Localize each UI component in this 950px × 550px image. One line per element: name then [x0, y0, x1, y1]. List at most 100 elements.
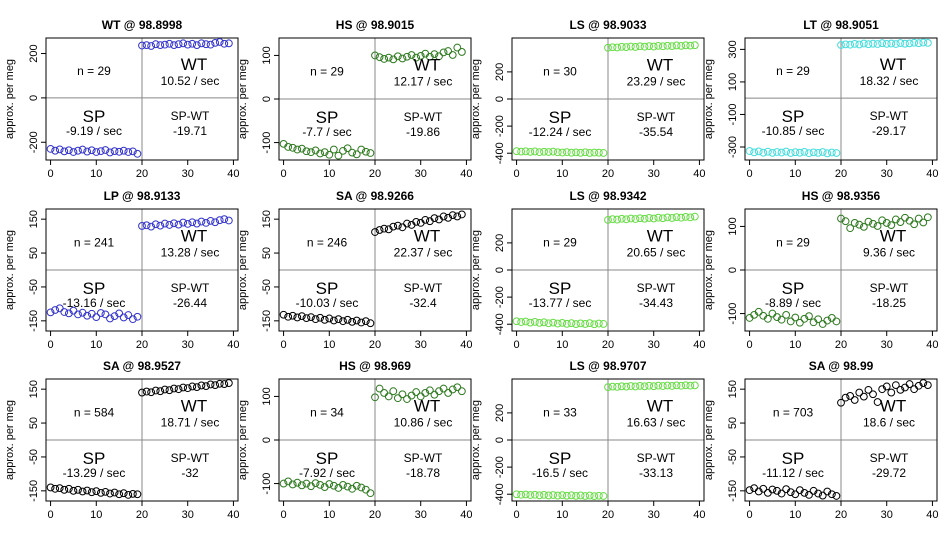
sp-point — [361, 317, 370, 326]
sp-point — [316, 313, 325, 322]
wt-point — [224, 216, 233, 225]
y-tick-label: -400 — [494, 483, 506, 505]
sp-point — [562, 319, 571, 328]
sp-point — [288, 480, 297, 489]
wt-point — [170, 384, 178, 393]
wt-point — [206, 40, 215, 49]
wt-point — [448, 385, 457, 394]
wt-point — [142, 41, 151, 49]
sp-point — [128, 489, 137, 498]
wt-point — [873, 40, 882, 48]
wt-point — [636, 382, 644, 390]
sp-point — [585, 319, 594, 328]
sp-point — [827, 148, 836, 157]
wt-point — [878, 216, 887, 225]
sp-point — [572, 320, 580, 328]
sp-point — [51, 306, 60, 314]
sp-point — [544, 148, 553, 156]
wt-point — [389, 387, 398, 396]
wt-point — [887, 221, 896, 230]
sp-point — [805, 312, 813, 321]
y-tick-label: 200 — [28, 44, 40, 62]
sp-point — [526, 318, 535, 327]
wt-point — [371, 51, 379, 60]
panel-title: HS @ 98.969 — [339, 359, 411, 373]
sp-rate: -11.12 / sec — [762, 466, 824, 480]
panel-6: SA @ 98.9266 approx. per meg 0 10 20 30 40 -150… — [237, 189, 473, 351]
y-tick-label: 0 — [494, 437, 506, 443]
sp-point — [106, 489, 114, 498]
wt-point — [914, 214, 923, 223]
sp-point — [115, 309, 124, 318]
wt-point — [380, 55, 389, 63]
sp-point — [759, 484, 768, 493]
sp-point — [325, 150, 334, 159]
wt-label: WT — [181, 227, 207, 246]
wt-point — [142, 387, 151, 396]
y-tick-label: 200 — [494, 404, 506, 422]
wt-point — [882, 382, 891, 391]
sp-label: SP — [83, 107, 106, 126]
wt-point — [430, 214, 439, 223]
sp-point — [795, 486, 804, 495]
sp-point — [279, 310, 288, 319]
wt-point — [202, 218, 210, 227]
panel-3: LS @ 98.9033 approx. per meg 0 10 20 30 40 -400… — [470, 18, 706, 180]
y-tick-label: 100 — [727, 217, 739, 235]
sp-point — [763, 488, 772, 497]
wt-point — [197, 217, 206, 226]
wt-point — [622, 43, 631, 51]
wt-point — [617, 42, 626, 51]
panel-title: LS @ 98.9707 — [569, 359, 646, 373]
sp-label: SP — [316, 279, 339, 298]
diff-label: SP-WT — [404, 451, 443, 465]
wt-point — [887, 39, 896, 48]
wt-point — [220, 39, 229, 48]
sp-point — [795, 148, 804, 157]
wt-point — [626, 382, 635, 390]
wt-point — [677, 41, 686, 50]
x-tick-label: 30 — [648, 339, 660, 351]
sp-point — [823, 487, 832, 496]
wt-point — [453, 212, 462, 221]
wt-rate: 12.17 / sec — [394, 75, 453, 89]
x-tick-label: 20 — [369, 339, 381, 351]
diff-label: SP-WT — [171, 451, 210, 465]
x-tick-label: 0 — [747, 339, 753, 351]
y-tick-label: 100 — [261, 46, 273, 64]
y-tick-label: 0 — [28, 95, 40, 101]
wt-point — [215, 379, 224, 388]
sp-point — [46, 308, 55, 317]
y-tick-label: -300 — [727, 136, 739, 158]
sp-point — [357, 483, 366, 492]
y-tick-label: 150 — [28, 380, 40, 398]
sp-point — [535, 491, 544, 500]
sp-point — [805, 491, 813, 499]
wt-point — [855, 388, 864, 397]
wt-rate: 18.71 / sec — [161, 416, 220, 430]
wt-point — [393, 221, 402, 230]
sp-point — [572, 148, 580, 157]
wt-point — [165, 221, 174, 229]
wt-point — [658, 214, 667, 223]
panel-title: LT @ 98.9051 — [803, 18, 879, 32]
panel-title: LS @ 98.9342 — [569, 189, 646, 203]
sp-point — [553, 319, 562, 328]
wt-point — [156, 221, 165, 230]
wt-point — [174, 40, 183, 49]
sp-point — [832, 149, 841, 157]
wt-point — [435, 52, 443, 61]
x-tick-label: 0 — [281, 509, 287, 521]
x-tick-label: 10 — [323, 168, 335, 180]
wt-point — [855, 220, 864, 229]
sp-point — [558, 318, 567, 327]
wt-point — [444, 213, 453, 222]
y-axis-label: approx. per meg — [237, 400, 249, 480]
n-label: n = 241 — [74, 236, 115, 250]
wt-point — [604, 215, 612, 224]
x-tick-label: 10 — [789, 509, 801, 521]
sp-point — [768, 148, 777, 157]
n-label: n = 246 — [307, 236, 348, 250]
wt-point — [654, 381, 663, 390]
wt-point — [425, 386, 434, 395]
